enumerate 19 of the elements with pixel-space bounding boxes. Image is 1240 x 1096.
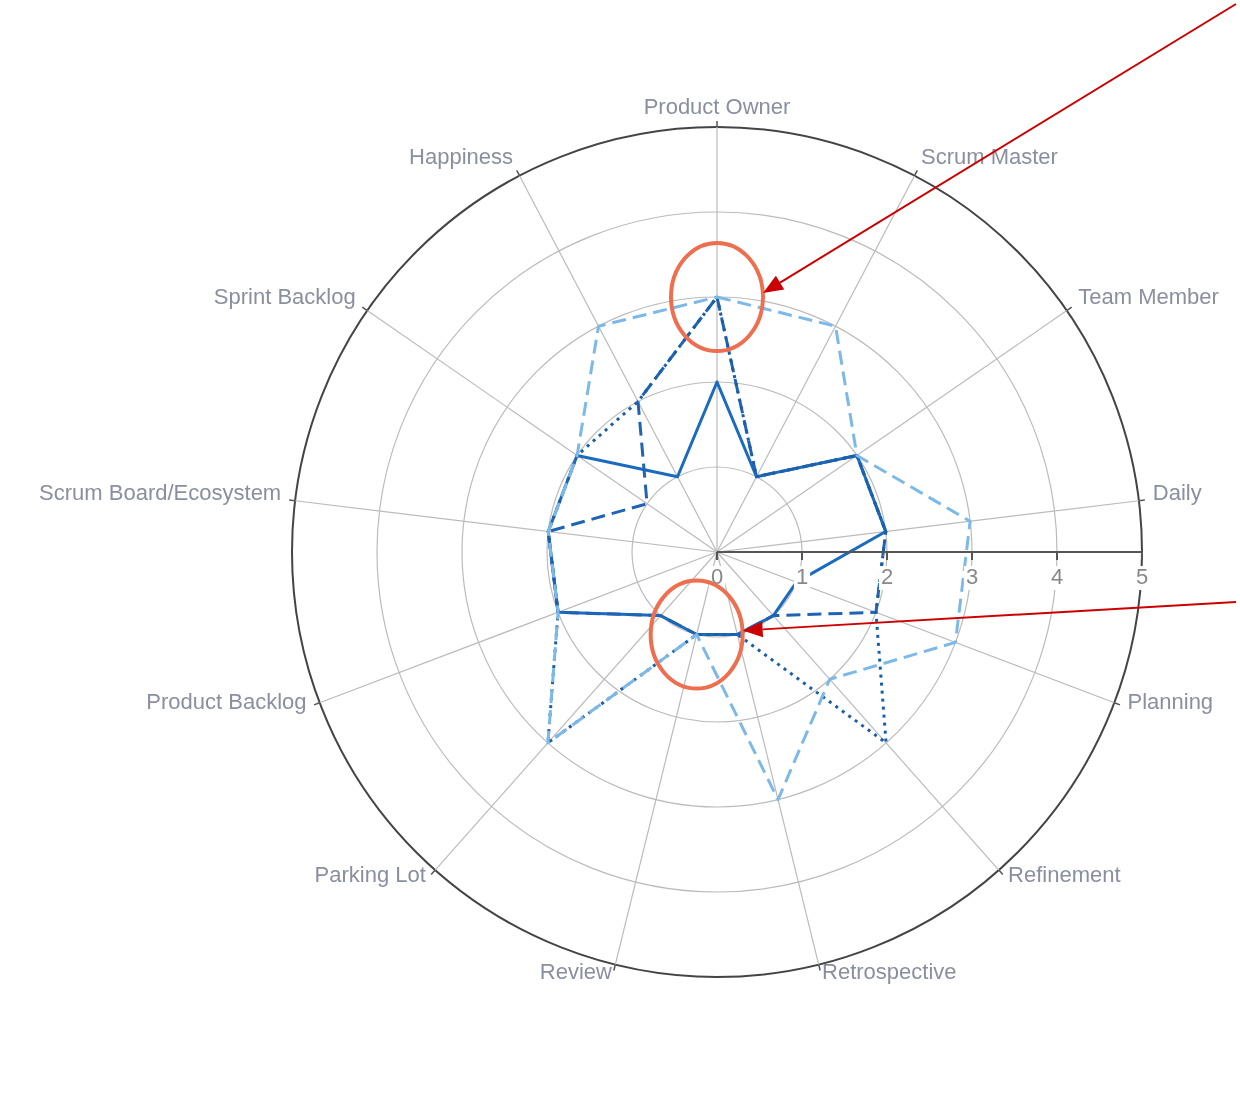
y-tick-label: 2 — [880, 564, 894, 590]
y-tick-label: 3 — [965, 564, 979, 590]
spoke-label: Parking Lot — [314, 861, 426, 887]
spoke-label: Team Member — [1078, 283, 1219, 309]
spoke-label: Scrum Board/Ecosystem — [39, 480, 282, 506]
spoke-label: Product Backlog — [146, 688, 307, 714]
y-tick-label: 5 — [1135, 564, 1149, 590]
y-tick-label: 0 — [710, 564, 724, 590]
spoke-label: Retrospective — [822, 959, 957, 985]
spoke-label: Daily — [1152, 480, 1202, 506]
spoke-label: Review — [539, 959, 613, 985]
spoke-label: Planning — [1127, 688, 1214, 714]
spoke-label: Happiness — [409, 144, 513, 170]
spoke-label: Sprint Backlog — [213, 283, 356, 309]
spoke-label: Product Owner — [643, 94, 791, 120]
spoke-label: Refinement — [1008, 861, 1121, 887]
y-tick-label: 4 — [1050, 564, 1064, 590]
y-tick-label: 1 — [795, 564, 809, 590]
spoke-label: Scrum Master — [921, 144, 1058, 170]
